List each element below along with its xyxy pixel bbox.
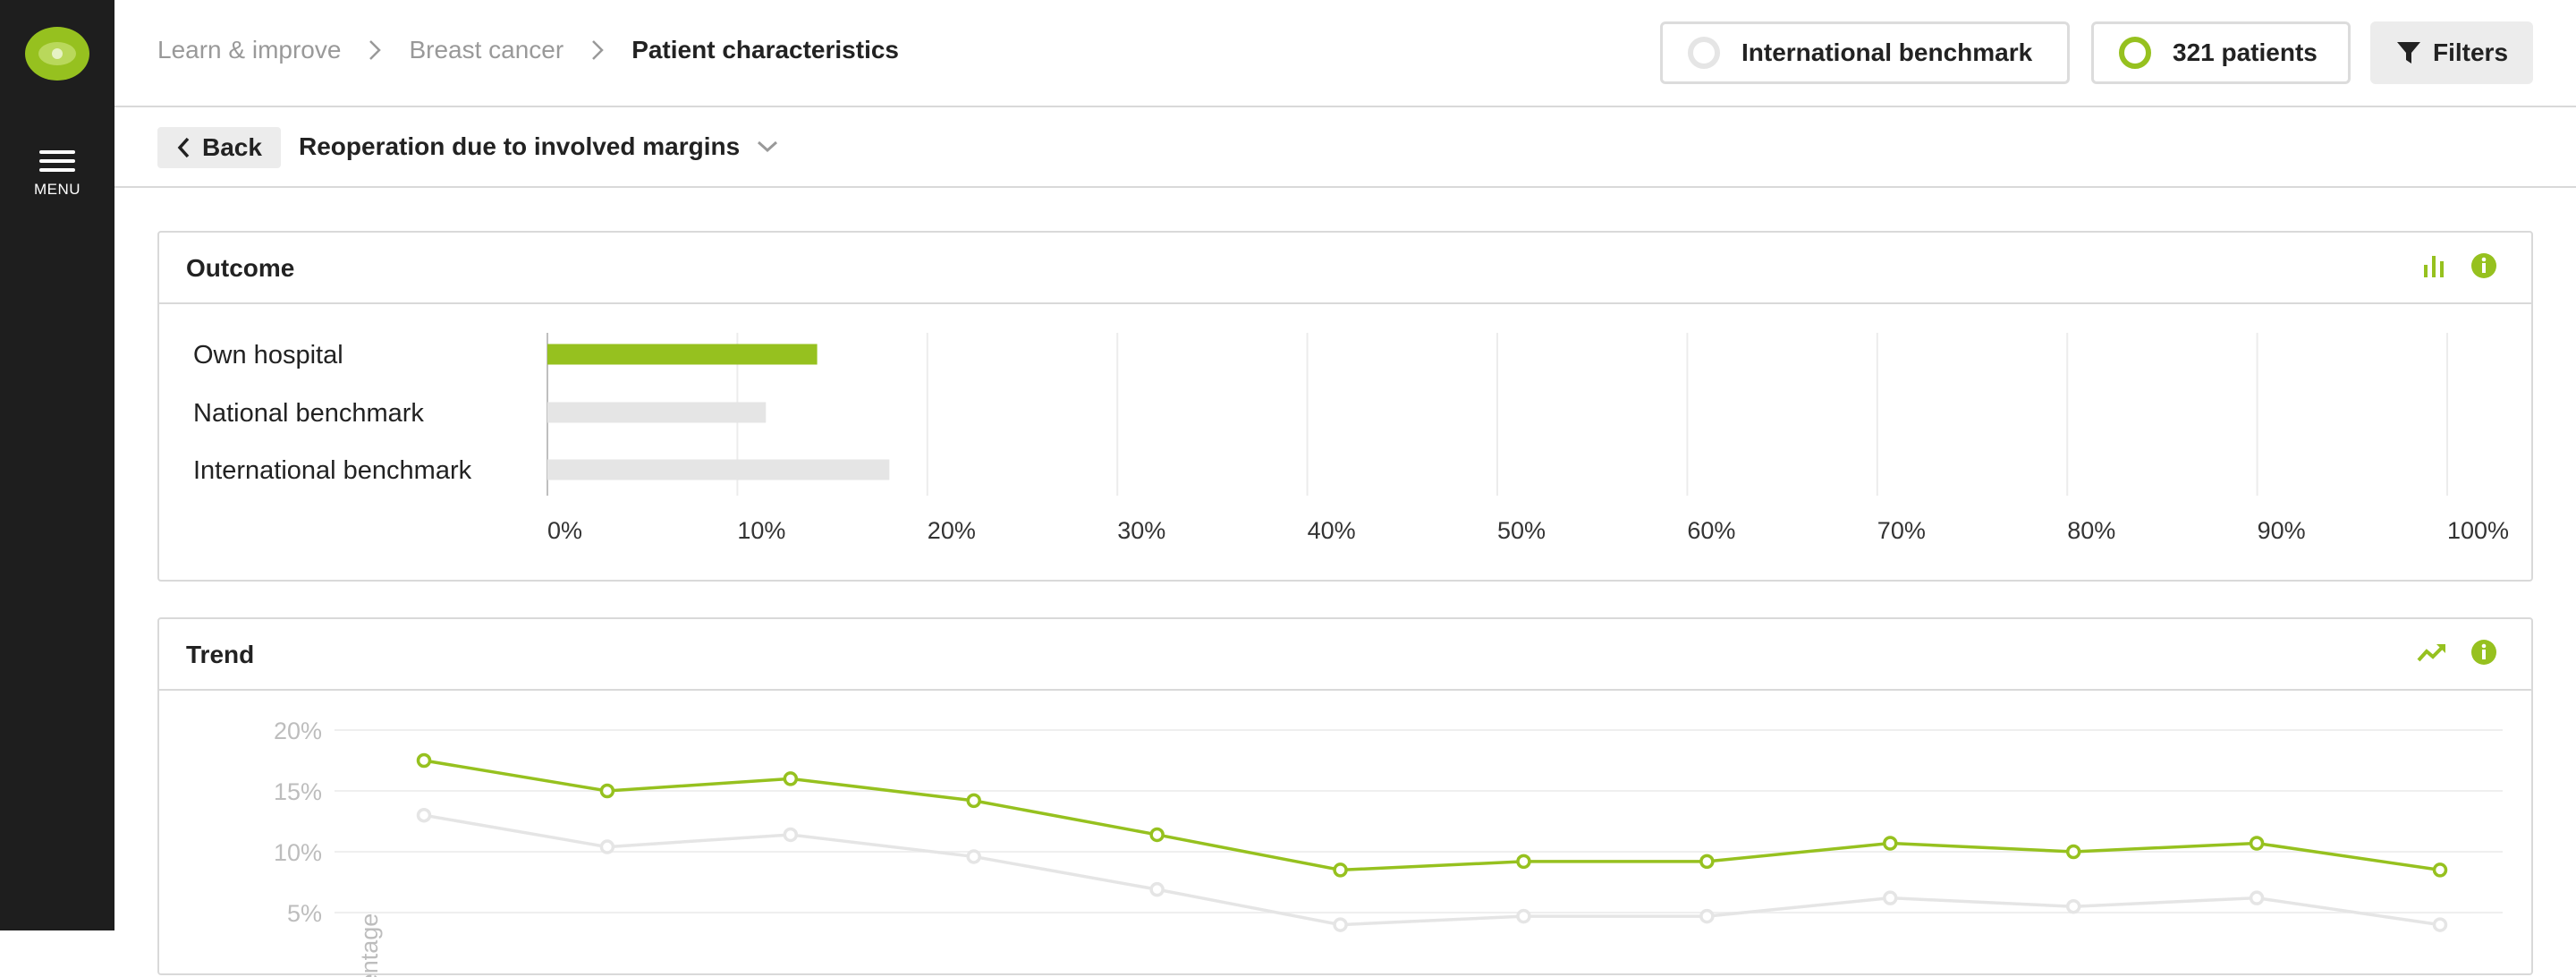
x-tick-label: 90%: [2258, 517, 2306, 544]
trend-header: Trend: [159, 619, 2531, 691]
chevron-down-icon: [758, 140, 778, 153]
x-tick-label: 40%: [1308, 517, 1356, 544]
menu-button[interactable]: MENU: [21, 147, 93, 204]
trend-point: [1516, 908, 1531, 924]
trend-point: [2065, 844, 2081, 860]
chevron-left-icon: [177, 137, 190, 158]
international-benchmark-toggle[interactable]: International benchmark: [1660, 21, 2070, 84]
breadcrumb-breast-cancer[interactable]: Breast cancer: [409, 36, 564, 64]
y-tick-label: 10%: [274, 839, 322, 866]
y-tick-label: 5%: [287, 900, 322, 927]
indicator-title: Reoperation due to involved margins: [299, 132, 741, 160]
patients-ring-icon: [2119, 37, 2151, 69]
category-label: International benchmark: [193, 456, 472, 485]
breadcrumb-patient-characteristics: Patient characteristics: [631, 36, 899, 64]
international-benchmark-label: International benchmark: [1741, 38, 2033, 66]
patients-toggle[interactable]: 321 patients: [2091, 21, 2351, 84]
trend-panel: Trend 20% 15% 10% 5% entage: [157, 617, 2533, 977]
indicator-bar: Back Reoperation due to involved margins: [114, 107, 2576, 188]
trend-actions: [2394, 639, 2497, 666]
category-label: Own hospital: [193, 341, 343, 370]
trend-point: [1699, 908, 1715, 924]
back-button[interactable]: Back: [157, 127, 281, 168]
x-tick-label: 0%: [547, 517, 582, 544]
x-tick-label: 100%: [2447, 517, 2509, 544]
trend-point: [416, 807, 432, 823]
x-tick-label: 20%: [928, 517, 976, 544]
category-label: National benchmark: [193, 399, 424, 428]
bar-national-benchmark: [547, 402, 767, 423]
filters-button[interactable]: Filters: [2370, 21, 2533, 84]
indicator-selector[interactable]: Reoperation due to involved margins: [299, 132, 779, 161]
trend-point: [1333, 862, 1348, 878]
x-tick-label: 80%: [2067, 517, 2115, 544]
breadcrumb: Learn & improve Breast cancer Patient ch…: [157, 34, 899, 66]
trend-point: [2249, 836, 2265, 851]
funnel-icon: [2396, 42, 2420, 64]
x-tick-label: 70%: [1877, 517, 1926, 544]
outcome-title: Outcome: [186, 254, 295, 282]
trend-point: [1149, 881, 1165, 897]
y-tick-label: 20%: [274, 718, 322, 744]
x-tick-label: 10%: [737, 517, 785, 544]
menu-label: MENU: [33, 181, 81, 198]
hamburger-menu-icon: [39, 150, 75, 154]
trend-point: [783, 771, 799, 786]
eye-logo-icon[interactable]: [25, 27, 89, 81]
sidebar: MENU: [0, 0, 114, 930]
trend-point: [1883, 836, 1898, 851]
info-icon[interactable]: [2470, 639, 2497, 666]
trend-title: Trend: [186, 641, 255, 668]
breadcrumb-learn-improve[interactable]: Learn & improve: [157, 36, 342, 64]
trend-point: [2432, 917, 2448, 932]
info-icon[interactable]: [2470, 252, 2497, 279]
outcome-chart: 0% 10% 20% 30% 40% 50% 60% 70% 80% 90% 100% Own hos…: [193, 333, 2509, 544]
chevron-right-icon: [592, 40, 604, 60]
trend-point: [783, 827, 799, 843]
filters-label: Filters: [2432, 38, 2509, 66]
top-bar: Learn & improve Breast cancer Patient ch…: [114, 0, 2576, 107]
trend-point: [1149, 827, 1165, 843]
trend-point: [416, 752, 432, 769]
bar-chart-icon[interactable]: [2420, 252, 2447, 279]
trend-point: [1883, 890, 1898, 905]
trend-line-icon[interactable]: [2417, 639, 2447, 666]
own-hospital-trend-line: [423, 759, 2441, 872]
trend-point: [599, 839, 615, 854]
trend-point: [1699, 854, 1715, 870]
trend-point: [2065, 898, 2081, 914]
benchmark-ring-icon: [1688, 37, 1720, 69]
y-tick-label: 15%: [274, 778, 322, 805]
x-tick-label: 50%: [1497, 517, 1546, 544]
y-axis-label: entage: [356, 913, 383, 977]
back-label: Back: [202, 133, 262, 161]
chevron-right-icon: [369, 40, 382, 60]
benchmark-trend-line: [423, 813, 2441, 927]
trend-point: [2432, 862, 2448, 878]
bar-own-hospital: [547, 344, 818, 365]
trend-point: [2249, 890, 2265, 905]
trend-point: [1333, 917, 1348, 932]
outcome-panel: Outcome 0% 10% 20% 30% 40% 50% 60% 70% 80% 90% 100…: [157, 231, 2533, 582]
trend-point: [599, 783, 615, 799]
bar-international-benchmark: [547, 459, 890, 480]
trend-point: [1516, 854, 1531, 870]
trend-point: [966, 793, 981, 809]
x-tick-label: 60%: [1687, 517, 1735, 544]
trend-chart: 20% 15% 10% 5% entage: [274, 718, 2503, 977]
outcome-header: Outcome: [159, 233, 2531, 304]
x-tick-label: 30%: [1117, 517, 1165, 544]
outcome-actions: [2397, 252, 2497, 279]
patients-label: 321 patients: [2173, 38, 2318, 66]
trend-point: [966, 849, 981, 864]
